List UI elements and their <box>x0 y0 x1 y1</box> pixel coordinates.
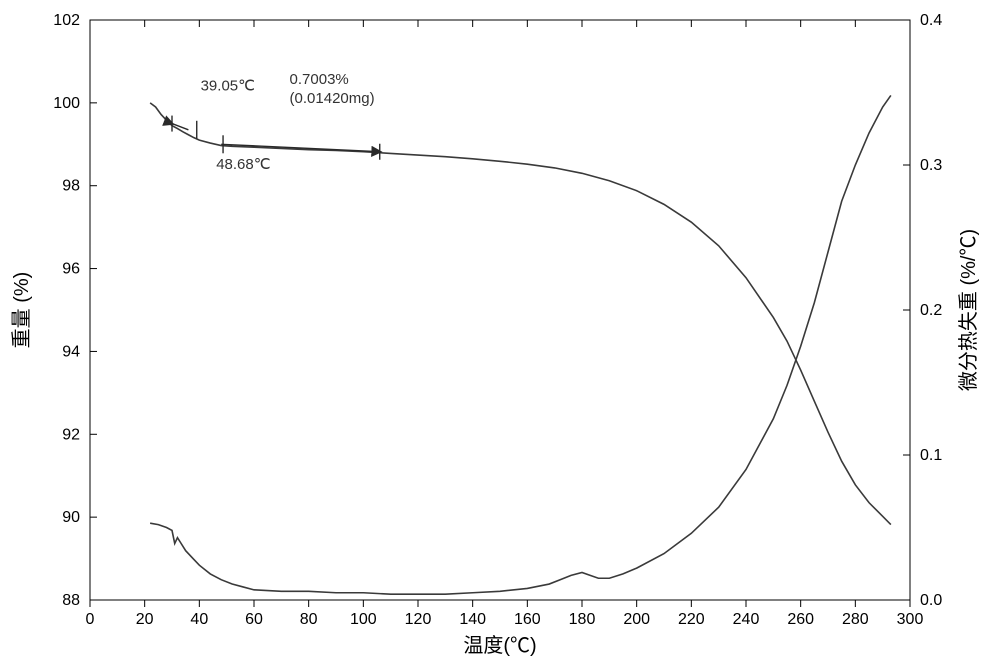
x-tick-label: 200 <box>623 611 650 628</box>
y-left-tick-label: 98 <box>62 178 80 195</box>
y-left-tick-label: 102 <box>53 12 80 29</box>
annot-pct-1: 0.7003% <box>290 71 349 88</box>
y-left-tick-label: 90 <box>62 509 80 526</box>
x-tick-label: 60 <box>245 611 263 628</box>
x-tick-label: 120 <box>405 611 432 628</box>
x-tick-label: 260 <box>787 611 814 628</box>
x-tick-label: 140 <box>459 611 486 628</box>
x-tick-label: 240 <box>733 611 760 628</box>
x-tick-label: 0 <box>86 611 95 628</box>
y-right-axis-label: 微分热失重 (%/℃) <box>957 229 980 391</box>
x-tick-label: 300 <box>897 611 924 628</box>
range-arrow-right <box>221 144 380 151</box>
y-left-tick-label: 92 <box>62 426 80 443</box>
y-right-tick-label: 0.2 <box>920 302 942 319</box>
x-tick-label: 100 <box>350 611 377 628</box>
y-left-axis-label: 重量 (%) <box>10 272 33 349</box>
y-left-tick-label: 88 <box>62 592 80 609</box>
x-tick-label: 180 <box>569 611 596 628</box>
x-axis-label: 温度(℃) <box>463 634 536 657</box>
y-right-tick-label: 0.4 <box>920 12 942 29</box>
x-tick-label: 220 <box>678 611 705 628</box>
x-tick-label: 160 <box>514 611 541 628</box>
tga-dtg-chart: 0 20 40 60 80 100 120 140 160 180 200 220 240 260 280 3… <box>0 0 1000 670</box>
annot-temp-1: 39.05℃ <box>201 77 255 94</box>
x-tick-label: 80 <box>300 611 318 628</box>
annot-temp-2: 48.68℃ <box>216 156 270 173</box>
y-left-tick-label: 96 <box>62 261 80 278</box>
x-tick-label: 280 <box>842 611 869 628</box>
annot-pct-2: (0.01420mg) <box>290 90 375 107</box>
chart-svg: 0 20 40 60 80 100 120 140 160 180 200 220 240 260 280 3… <box>0 0 1000 670</box>
y-right-tick-label: 0.3 <box>920 157 942 174</box>
y-left-tick-label: 100 <box>53 95 80 112</box>
y-right-tick-label: 0.0 <box>920 592 942 609</box>
plot-frame <box>90 20 910 600</box>
y-right-tick-label: 0.1 <box>920 447 942 464</box>
x-tick-label: 40 <box>190 611 208 628</box>
x-tick-label: 20 <box>136 611 154 628</box>
y-left-tick-label: 94 <box>62 343 80 360</box>
